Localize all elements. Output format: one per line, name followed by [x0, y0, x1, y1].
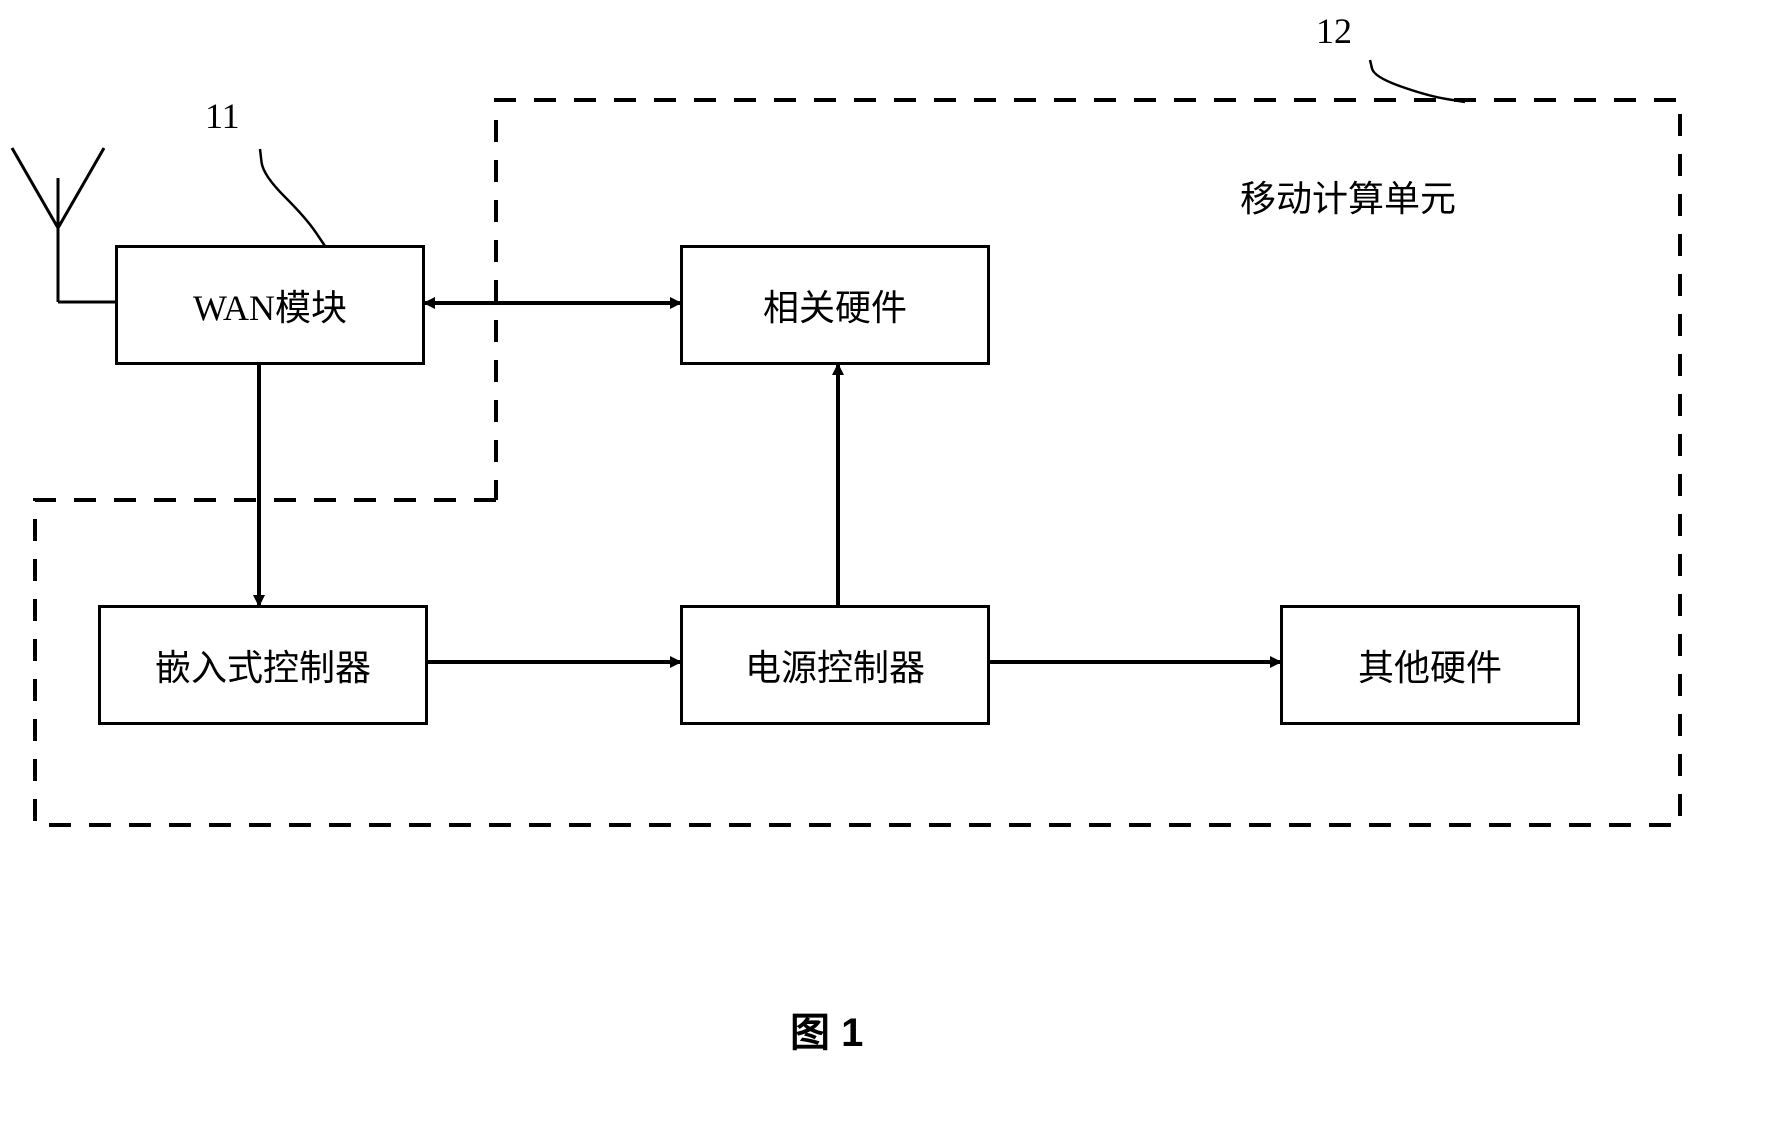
power-controller-label: 电源控制器	[745, 639, 925, 691]
figure-caption: 图 1	[790, 1000, 863, 1058]
embedded-controller-label: 嵌入式控制器	[155, 639, 371, 691]
ref-11-label: 11	[205, 95, 240, 137]
wan-module-label: WAN模块	[193, 279, 347, 331]
embedded-controller-box: 嵌入式控制器	[98, 605, 428, 725]
ref-12-label: 12	[1316, 10, 1352, 52]
power-controller-box: 电源控制器	[680, 605, 990, 725]
diagram-canvas: WAN模块 相关硬件 嵌入式控制器 电源控制器 其他硬件 11 12 移动计算单…	[0, 0, 1776, 1121]
related-hardware-label: 相关硬件	[763, 279, 907, 331]
wan-module-box: WAN模块	[115, 245, 425, 365]
overlay-svg	[0, 0, 1776, 1121]
mobile-unit-title: 移动计算单元	[1240, 170, 1456, 222]
related-hardware-box: 相关硬件	[680, 245, 990, 365]
other-hardware-box: 其他硬件	[1280, 605, 1580, 725]
other-hardware-label: 其他硬件	[1358, 639, 1502, 691]
